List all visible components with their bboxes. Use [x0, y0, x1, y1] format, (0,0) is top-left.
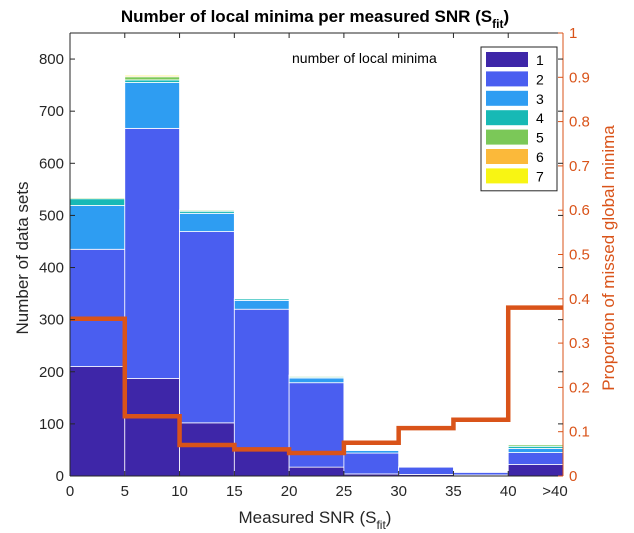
bar-segment-1-bin-2: [124, 378, 180, 477]
bar-segment-2-bin-9: [507, 452, 564, 465]
bar-segment-1-bin-1: [69, 366, 126, 477]
y-tick-label-400: 400: [39, 260, 64, 277]
axes-group: [69, 32, 564, 477]
legend-swatch-2: [486, 71, 528, 87]
bar-segment-3-bin-2: [124, 82, 180, 129]
bar-segment-2-bin-2: [124, 127, 180, 379]
bar-segment-5-bin-1: [69, 197, 126, 200]
bar-segment-3-bin-7: [398, 466, 454, 468]
annotation-number-of-local-minima: number of local minima: [292, 50, 437, 66]
bar-segment-3-bin-9: [507, 447, 564, 453]
y2-tick-label-0.4: 0.4: [569, 291, 590, 308]
x-tick-label-15: 15: [226, 483, 243, 500]
bar-segment-2-bin-1: [69, 248, 126, 367]
legend-label-1: 1: [536, 52, 544, 68]
bar-segment-2-bin-4: [233, 308, 290, 452]
y-tick-label-600: 600: [39, 155, 64, 172]
x-tick-label->40: >40: [542, 483, 567, 500]
y-tick-label-0: 0: [56, 468, 64, 485]
y2-tick-label-0.8: 0.8: [569, 114, 590, 131]
bar-segment-4-bin-1: [69, 198, 126, 206]
y2-tick-label-0.7: 0.7: [569, 158, 590, 175]
bars-group: [69, 74, 564, 477]
y-tick-label-200: 200: [39, 364, 64, 381]
y-tick-label-500: 500: [39, 207, 64, 224]
y2-axis-label: Proportion of missed global minima: [599, 125, 618, 391]
y2-tick-label-0.6: 0.6: [569, 202, 590, 219]
bar-segment-7-bin-9: [507, 443, 564, 446]
x-tick-label-25: 25: [336, 483, 353, 500]
bar-segment-2-bin-6: [343, 452, 400, 475]
chart-title: Number of local minima per measured SNR …: [121, 7, 509, 31]
proportion-line-group: [70, 305, 563, 456]
bar-segment-1-bin-4: [233, 450, 290, 477]
legend-swatch-3: [486, 90, 528, 106]
bar-segment-2-bin-7: [398, 466, 454, 475]
x-tick-label-10: 10: [171, 483, 188, 500]
legend-label-6: 6: [536, 149, 544, 165]
y2-tick-label-0.9: 0.9: [569, 69, 590, 86]
legend-swatch-4: [486, 110, 528, 126]
x-tick-label-20: 20: [281, 483, 298, 500]
bar-segment-7-bin-2: [124, 74, 180, 77]
ticks-group: 010020030040050060070080000.10.20.30.40.…: [39, 25, 590, 500]
x-tick-label-30: 30: [390, 483, 407, 500]
bar-segment-5-bin-2: [124, 76, 180, 81]
legend-label-5: 5: [536, 130, 544, 146]
y-tick-label-800: 800: [39, 51, 64, 68]
y-tick-label-100: 100: [39, 416, 64, 433]
bar-segment-2-bin-3: [179, 231, 235, 424]
proportion-missed-line: [70, 305, 563, 456]
x-axis-label: Measured SNR (Sfit): [239, 508, 392, 532]
bar-segment-6-bin-3: [179, 209, 235, 211]
y2-tick-label-0.1: 0.1: [569, 424, 590, 441]
legend-label-2: 2: [536, 71, 544, 87]
legend-swatch-6: [486, 149, 528, 164]
x-tick-label-5: 5: [121, 483, 129, 500]
y-tick-label-300: 300: [39, 312, 64, 329]
legend-label-3: 3: [536, 91, 544, 107]
y2-tick-label-0.3: 0.3: [569, 335, 590, 352]
bar-segment-3-bin-4: [233, 299, 290, 310]
legend-label-4: 4: [536, 110, 544, 126]
y2-tick-label-0.2: 0.2: [569, 379, 590, 396]
bar-segment-7-bin-5: [288, 374, 345, 376]
legend-swatch-1: [486, 52, 528, 67]
bar-segment-3-bin-3: [179, 212, 235, 232]
bar-segment-1-bin-5: [288, 466, 345, 477]
bar-segment-1-bin-3: [179, 422, 235, 477]
y2-tick-label-1: 1: [569, 25, 577, 42]
bar-segment-1-bin-9: [507, 464, 564, 477]
x-tick-label-35: 35: [445, 483, 462, 500]
y2-tick-label-0: 0: [569, 468, 577, 485]
bar-segment-5-bin-6: [343, 449, 400, 451]
bar-segment-3-bin-1: [69, 205, 126, 250]
x-tick-label-40: 40: [500, 483, 517, 500]
y-tick-label-700: 700: [39, 103, 64, 120]
y-axis-label: Number of data sets: [13, 181, 32, 334]
x-tick-label-0: 0: [66, 483, 74, 500]
legend: 1 2 3 4 5 6 7: [480, 46, 558, 192]
legend-label-7: 7: [536, 168, 544, 184]
legend-swatch-5: [486, 129, 528, 145]
bar-segment-3-bin-5: [288, 377, 345, 384]
y2-tick-label-0.5: 0.5: [569, 247, 590, 264]
bar-segment-5-bin-4: [233, 297, 290, 300]
bar-segment-3-bin-8: [453, 471, 509, 473]
legend-swatch-7: [486, 168, 528, 184]
